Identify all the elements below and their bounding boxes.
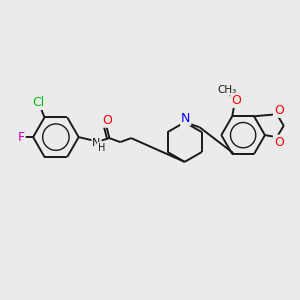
Text: Cl: Cl [32,96,45,109]
Text: F: F [18,130,25,144]
Text: N: N [92,138,101,148]
Text: O: O [274,136,284,148]
Text: O: O [231,94,241,107]
Text: O: O [103,114,112,127]
Text: H: H [98,143,105,153]
Text: N: N [181,112,190,125]
Text: O: O [274,104,284,117]
Text: CH₃: CH₃ [218,85,237,94]
